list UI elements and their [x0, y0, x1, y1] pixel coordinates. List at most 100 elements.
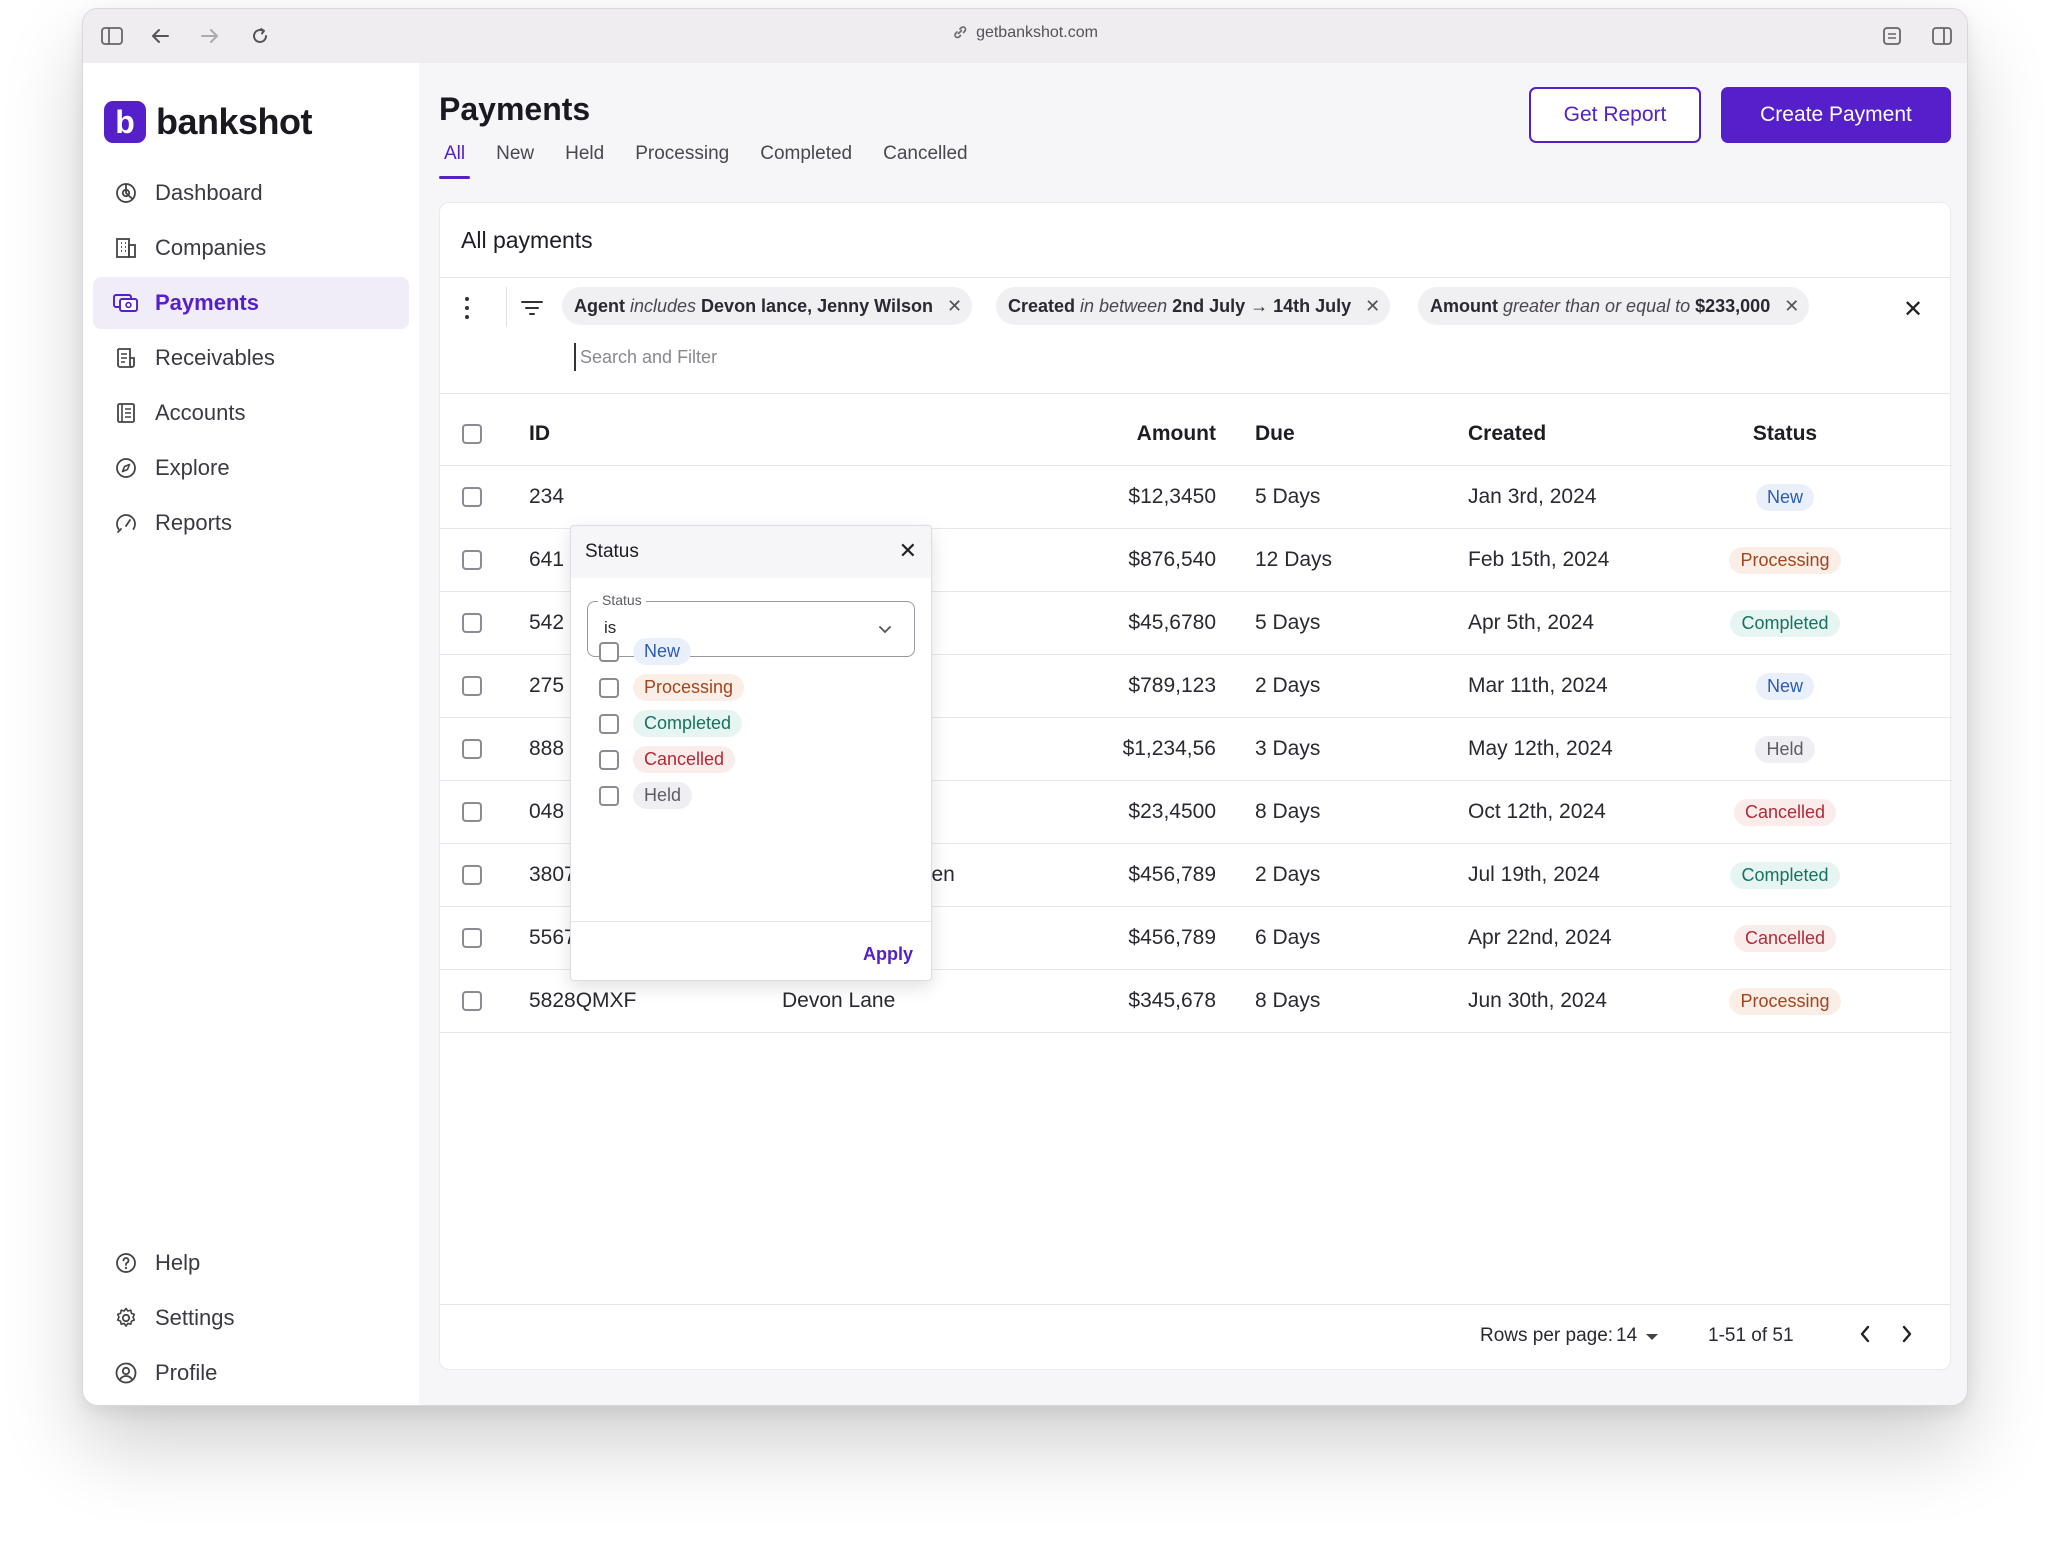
column-header-created[interactable]: Created [1468, 422, 1547, 445]
table-row[interactable]: 641 $876,540 12 Days Feb 15th, 2024 Processi… [440, 529, 1952, 592]
tab-new[interactable]: New [496, 143, 535, 164]
table-header-row: ID Amount Due Created Status [440, 403, 1952, 466]
create-payment-button[interactable]: Create Payment [1721, 87, 1951, 143]
table-row[interactable]: 048 $23,4500 8 Days Oct 12th, 2024 Cancelled [440, 781, 1952, 844]
main-nav: Dashboard Companies Payments Receivables… [93, 167, 409, 552]
tab-cancelled[interactable]: Cancelled [883, 143, 968, 164]
select-all-checkbox[interactable] [462, 424, 482, 444]
status-badge: Processing [1729, 987, 1841, 1015]
status-option[interactable]: New [599, 638, 692, 665]
status-option[interactable]: Processing [599, 674, 745, 701]
sidebar-item-receivables[interactable]: Receivables [93, 332, 409, 384]
address-bar[interactable]: getbankshot.com [83, 24, 1967, 45]
sidebar-item-settings[interactable]: Settings [93, 1292, 409, 1344]
reader-icon[interactable] [1879, 23, 1905, 49]
sidebar-item-accounts[interactable]: Accounts [93, 387, 409, 439]
status-operator-select[interactable]: Status is [587, 592, 915, 657]
remove-filter-icon[interactable]: ✕ [1365, 295, 1381, 316]
previous-page-icon[interactable] [1858, 1323, 1872, 1351]
apply-button[interactable]: Apply [862, 944, 913, 964]
rows-per-page-select[interactable]: 14 [1616, 1325, 1659, 1347]
table-row[interactable]: 275 $789,123 2 Days Mar 11th, 2024 New [440, 655, 1952, 718]
table-row[interactable]: 234 $12,3450 5 Days Jan 3rd, 2024 New [440, 466, 1952, 529]
row-checkbox[interactable] [462, 550, 482, 570]
sidebar-item-payments[interactable]: Payments [93, 277, 409, 329]
option-checkbox[interactable] [599, 749, 619, 770]
back-arrow-icon[interactable] [147, 23, 173, 49]
reload-icon[interactable] [247, 23, 273, 49]
next-page-icon[interactable] [1900, 1323, 1914, 1351]
tab-processing[interactable]: Processing [635, 143, 730, 164]
table-row[interactable]: 5828QMXF Devon Lane $345,678 8 Days Jun 30th… [440, 970, 1952, 1033]
cell-created: Apr 22nd, 2024 [1468, 926, 1612, 949]
column-header-id[interactable]: ID [529, 422, 550, 445]
caret-down-icon [1645, 1325, 1659, 1347]
row-checkbox[interactable] [462, 865, 482, 885]
option-checkbox[interactable] [599, 641, 619, 662]
table-row[interactable]: 888 $1,234,56 3 Days May 12th, 2024 Held [440, 718, 1952, 781]
filter-icon[interactable] [520, 299, 544, 322]
tab-all[interactable]: All [439, 143, 471, 179]
sidebar-toggle-icon[interactable] [99, 23, 125, 49]
cell-due: 2 Days [1255, 674, 1321, 697]
sidebar-item-label: Profile [155, 1360, 218, 1385]
get-report-button[interactable]: Get Report [1529, 87, 1701, 143]
remove-filter-icon[interactable]: ✕ [1784, 295, 1800, 316]
option-checkbox[interactable] [599, 785, 619, 806]
status-option[interactable]: Cancelled [599, 746, 736, 773]
remove-filter-icon[interactable]: ✕ [946, 295, 963, 316]
row-checkbox[interactable] [462, 676, 482, 696]
tab-completed[interactable]: Completed [760, 143, 853, 164]
row-checkbox[interactable] [462, 928, 482, 948]
sidebar-item-profile[interactable]: Profile [93, 1347, 409, 1399]
cell-due: 5 Days [1255, 485, 1321, 508]
row-checkbox[interactable] [462, 991, 482, 1011]
option-checkbox[interactable] [599, 677, 619, 698]
status-option[interactable]: Held [599, 782, 693, 809]
search-filter-input[interactable] [574, 343, 1074, 371]
brand-logo[interactable]: b bankshot [104, 101, 313, 143]
popover-title: Status [585, 541, 639, 562]
sidebar-item-label: Reports [155, 510, 233, 535]
sidebar-item-companies[interactable]: Companies [93, 222, 409, 274]
row-checkbox[interactable] [462, 613, 482, 633]
pagination-range: 1-51 of 51 [1708, 1325, 1794, 1346]
cell-due: 8 Days [1255, 989, 1321, 1012]
column-header-amount[interactable]: Amount [1136, 422, 1216, 445]
sidebar-item-reports[interactable]: Reports [93, 497, 409, 549]
filter-chip-created[interactable]: Created in between 2nd July → 14th July … [996, 287, 1391, 325]
clear-filters-icon[interactable]: ✕ [1903, 296, 1924, 323]
receivables-icon [113, 345, 139, 371]
sidebar-item-dashboard[interactable]: Dashboard [93, 167, 409, 219]
cell-created: Oct 12th, 2024 [1468, 800, 1606, 823]
filter-chip-agent[interactable]: Agent includes Devon lance, Jenny Wilson… [562, 287, 973, 325]
divider [440, 393, 1950, 394]
column-header-due[interactable]: Due [1255, 422, 1295, 445]
sidebar-item-explore[interactable]: Explore [93, 442, 409, 494]
table-row[interactable]: 542 $45,6780 5 Days Apr 5th, 2024 Completed [440, 592, 1952, 655]
sidebar-item-help[interactable]: Help [93, 1237, 409, 1289]
sidebar-item-label: Receivables [155, 345, 275, 370]
pagination-bar: Rows per page: 14 1-51 of 51 [440, 1305, 1950, 1369]
tab-held[interactable]: Held [565, 143, 605, 164]
cell-due: 3 Days [1255, 737, 1321, 760]
forward-arrow-icon[interactable] [197, 23, 223, 49]
status-badge: Cancelled [633, 746, 736, 773]
sidebar-item-label: Payments [155, 290, 259, 315]
option-checkbox[interactable] [599, 713, 619, 734]
row-checkbox[interactable] [462, 739, 482, 759]
row-checkbox[interactable] [462, 802, 482, 822]
status-option[interactable]: Completed [599, 710, 743, 737]
rows-per-page-label: Rows per page: [1480, 1325, 1614, 1346]
cell-created: Feb 15th, 2024 [1468, 548, 1610, 571]
cell-due: 6 Days [1255, 926, 1321, 949]
split-view-icon[interactable] [1929, 23, 1955, 49]
cell-created: Jan 3rd, 2024 [1468, 485, 1597, 508]
filter-chip-amount[interactable]: Amount greater than or equal to $233,000… [1418, 287, 1810, 325]
more-options-icon[interactable] [458, 295, 476, 321]
column-header-status[interactable]: Status [1752, 422, 1818, 445]
card-title: All payments [461, 227, 593, 253]
close-icon[interactable]: ✕ [898, 538, 917, 563]
building-icon [113, 235, 139, 261]
row-checkbox[interactable] [462, 487, 482, 507]
